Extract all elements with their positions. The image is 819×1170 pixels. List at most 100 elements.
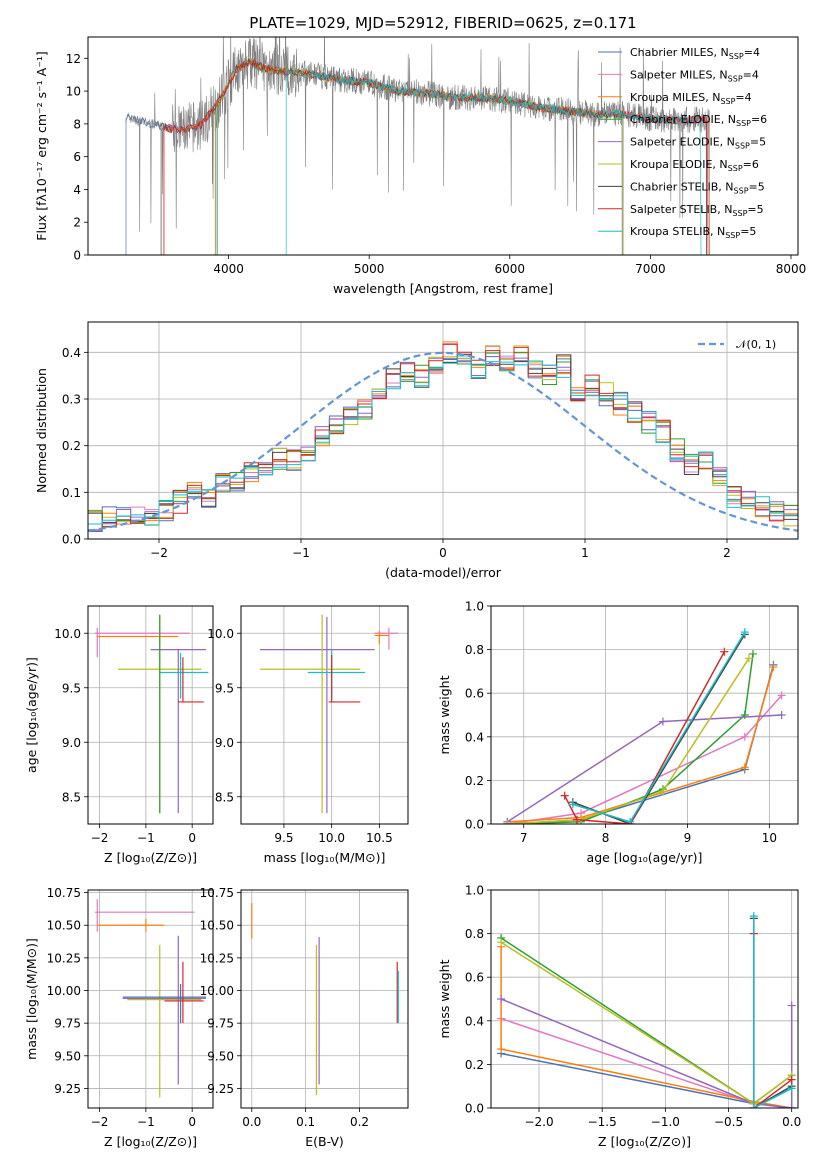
- y-tick-label: 9.5: [215, 681, 234, 695]
- y-tick-label: 0.3: [62, 393, 81, 407]
- x-axis-label: age [log₁₀(age/yr)]: [587, 850, 703, 865]
- y-tick-label: 10.25: [200, 951, 234, 965]
- y-tick-label: 10.75: [200, 886, 234, 900]
- x-tick-label: 1: [581, 546, 589, 560]
- model-spectrum: [160, 58, 707, 255]
- weight-marker: [787, 1001, 796, 1010]
- weight-marker: [497, 938, 506, 947]
- grid: [88, 890, 213, 1108]
- y-axis-label: mass weight: [437, 959, 452, 1038]
- x-tick-label: 6000: [495, 262, 526, 276]
- chart-mass-vs-EBV: 0.0 0.1 0.2 9.25 9.50 9.75 10.00 10.25 10.50 10.7…: [200, 886, 409, 1149]
- chart-age-vs-Z: −2 −1 0 8.5 9.0 9.5 10.0 Z [log₁₀(Z/Z⊙)] age [lo…: [24, 605, 214, 865]
- legend-label: Salpeter MILES, NSSP=4: [630, 68, 759, 83]
- y-tick-label: 10.75: [47, 886, 81, 900]
- weight-marker: [744, 654, 753, 663]
- y-tick-label: 0.4: [465, 730, 484, 744]
- x-tick-label: 10: [762, 831, 777, 845]
- plot-area: [497, 912, 796, 1108]
- model-spectrum: [163, 58, 707, 255]
- grid: [241, 890, 408, 1108]
- y-tick-label: 9.0: [215, 736, 234, 750]
- y-tick-label: 0.8: [465, 643, 484, 657]
- plot-area: [125, 37, 710, 255]
- weight-marker: [568, 800, 577, 809]
- x-tick-label: 10.0: [318, 831, 345, 845]
- weight-marker: [769, 663, 778, 672]
- weight-marker: [749, 1104, 758, 1108]
- y-axis-label: mass [log₁₀(M/M⊙)]: [24, 938, 39, 1060]
- weight-marker: [572, 815, 581, 824]
- weight-marker: [658, 717, 667, 726]
- x-tick-label: 0: [188, 1115, 196, 1129]
- weight-marker: [560, 791, 569, 800]
- x-tick-label: 8: [602, 831, 610, 845]
- weight-marker: [497, 995, 506, 1003]
- y-tick-label: 0.4: [465, 1014, 484, 1028]
- chart-residuals: −2 −1 0 1 2 0.0 0.1 0.2 0.3 0.4 𝒩(0, 1) (data-model…: [34, 321, 799, 580]
- weight-line: [507, 694, 783, 824]
- observed-spectrum: [125, 37, 710, 232]
- weight-marker: [787, 1084, 796, 1093]
- y-tick-label: 8.5: [62, 790, 81, 804]
- y-tick-label: 9.75: [54, 1017, 81, 1031]
- x-tick-label: 5000: [354, 262, 385, 276]
- x-tick-label: −2: [150, 546, 168, 560]
- plot-area: [251, 903, 399, 1095]
- weight-marker: [749, 912, 758, 921]
- x-tick-label: 7: [520, 831, 528, 845]
- weight-marker: [777, 711, 786, 719]
- y-tick-label: 9.0: [62, 736, 81, 750]
- weight-line: [564, 651, 725, 824]
- x-tick-label: −1.5: [588, 1115, 617, 1129]
- model-spectrum: [163, 59, 709, 255]
- weight-marker: [787, 1075, 796, 1084]
- weight-marker: [497, 1045, 506, 1054]
- x-tick-label: 8000: [776, 262, 807, 276]
- legend-label: Salpeter STELIB, NSSP=5: [630, 203, 764, 218]
- histogram-step: [88, 355, 798, 526]
- legend-label: Kroupa MILES, NSSP=4: [630, 91, 752, 106]
- y-tick-label: 0.4: [62, 346, 81, 360]
- y-axis-label: mass weight: [437, 675, 452, 754]
- axes-frame: [240, 889, 409, 1109]
- y-tick-label: 1.0: [465, 600, 484, 614]
- histogram-step: [88, 343, 798, 528]
- x-tick-label: −1: [137, 831, 155, 845]
- x-tick-label: −1.0: [651, 1115, 680, 1129]
- y-tick-label: 0.2: [62, 439, 81, 453]
- grid: [88, 606, 213, 824]
- y-tick-label: 0: [73, 249, 81, 263]
- axes-frame: [490, 889, 799, 1109]
- y-tick-label: 0.0: [62, 533, 81, 547]
- weight-marker: [740, 763, 749, 772]
- model-spectrum: [285, 68, 702, 255]
- chart-spectrum: 4000 5000 6000 7000 8000 0 2 4 6 8 10 12 Chabrier MI…: [34, 14, 807, 296]
- y-tick-label: 0.0: [465, 818, 484, 832]
- weight-marker: [720, 647, 729, 656]
- weight-marker: [740, 732, 749, 741]
- grid: [491, 605, 798, 825]
- plot-area: [88, 341, 798, 532]
- x-axis-label: E(B-V): [305, 1134, 344, 1149]
- x-axis-label: Z [log₁₀(Z/Z⊙)]: [104, 850, 197, 865]
- y-axis-label: age [log₁₀(age/yr)]: [24, 657, 39, 773]
- weight-marker: [787, 1104, 796, 1108]
- y-tick-label: 2: [73, 216, 81, 230]
- x-tick-label: 2: [723, 546, 731, 560]
- x-tick-label: −2: [91, 1115, 109, 1129]
- weight-marker: [740, 628, 749, 637]
- x-tick-label: −0.5: [714, 1115, 743, 1129]
- y-tick-label: 8.5: [215, 790, 234, 804]
- x-tick-label: 9: [684, 831, 692, 845]
- x-tick-label: −1: [137, 1115, 155, 1129]
- y-tick-label: 0.6: [465, 971, 484, 985]
- x-axis-label: mass [log₁₀(M/M⊙)]: [264, 850, 386, 865]
- weight-line: [500, 1017, 792, 1108]
- legend: Chabrier MILES, NSSP=4 Salpeter MILES, NS…: [598, 46, 767, 240]
- y-tick-label: 1.0: [465, 884, 484, 898]
- weight-marker: [626, 817, 635, 824]
- x-tick-label: 0.2: [350, 1115, 369, 1129]
- y-tick-label: 9.25: [54, 1082, 81, 1096]
